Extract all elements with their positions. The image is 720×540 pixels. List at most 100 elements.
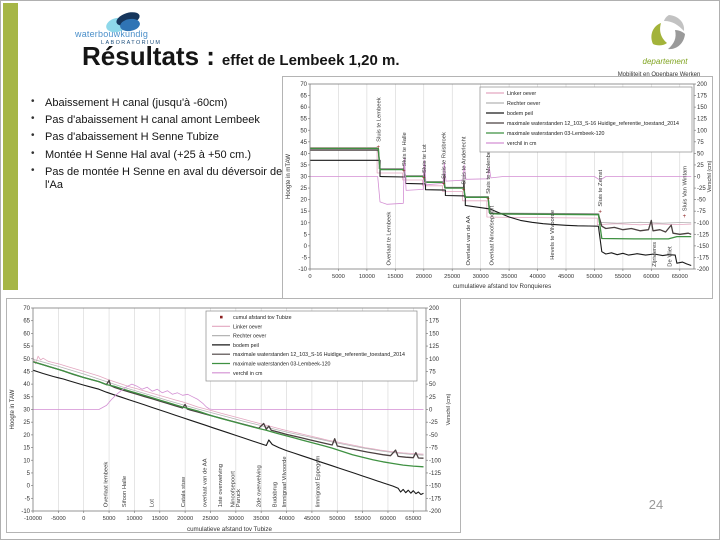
svg-text:40000: 40000 — [529, 274, 545, 280]
svg-text:Sifoon Halle: Sifoon Halle — [122, 476, 128, 507]
svg-text:Rechter oever: Rechter oever — [233, 334, 267, 340]
svg-text:50000: 50000 — [329, 516, 345, 522]
svg-text:Sluis te Zemst: Sluis te Zemst — [598, 169, 604, 206]
svg-text:20: 20 — [23, 433, 30, 439]
svg-text:30: 30 — [300, 175, 307, 181]
svg-text:maximale waterstanden 03-Lembe: maximale waterstanden 03-Lembeek-120 — [233, 362, 331, 368]
svg-text:overlaat van de AA: overlaat van de AA — [202, 458, 208, 507]
slide-accent-bar — [3, 3, 18, 290]
waterbouwkundig-logo: waterbouwkundig LABORATORIUM — [75, 29, 161, 46]
svg-text:15: 15 — [300, 209, 307, 215]
svg-text:10000: 10000 — [126, 516, 142, 522]
svg-text:maximale waterstanden 12_103_S: maximale waterstanden 12_103_S-16 Huidig… — [233, 352, 405, 358]
svg-text:+: + — [442, 182, 446, 188]
svg-text:-175: -175 — [697, 255, 710, 261]
svg-text:cumulatieve afstand tov Ronqui: cumulatieve afstand tov Ronquieres — [453, 283, 551, 290]
svg-text:-200: -200 — [429, 509, 442, 515]
svg-text:-25: -25 — [429, 420, 438, 426]
svg-text:bodem peil: bodem peil — [233, 343, 259, 349]
svg-text:Sluis te Lembeek: Sluis te Lembeek — [376, 97, 382, 142]
page-number: 24 — [648, 497, 664, 512]
title-main: Résultats : — [82, 41, 215, 71]
laboratorium-logo-text: LABORATORIUM — [101, 40, 162, 46]
svg-text:0: 0 — [82, 516, 85, 522]
svg-text:Zijrivieres: Zijrivieres — [652, 242, 658, 267]
svg-text:30: 30 — [23, 408, 30, 414]
bullet-list: Abaissement H canal (jusqu'à -60cm) Pas d… — [31, 96, 283, 196]
svg-text:verchil in cm: verchil in cm — [233, 371, 263, 377]
svg-text:-150: -150 — [429, 484, 442, 490]
bullet-item: Pas d'abaissement H canal amont Lembeek — [31, 113, 283, 127]
svg-text:-50: -50 — [429, 433, 438, 439]
svg-text:15000: 15000 — [387, 274, 403, 280]
title-subtitle: effet de Lembeek 1,20 m. — [221, 52, 400, 69]
svg-text:50000: 50000 — [586, 274, 602, 280]
svg-text:125: 125 — [697, 117, 708, 123]
svg-text:150: 150 — [697, 105, 708, 111]
bullet-item: Pas d'abaissement H Senne Tubize — [31, 130, 283, 144]
svg-text:maximale waterstanden 12_103_S: maximale waterstanden 12_103_S-16 Huidig… — [507, 121, 679, 127]
svg-text:maximale waterstanden 03-Lembe: maximale waterstanden 03-Lembeek-120 — [507, 131, 605, 137]
svg-text:15: 15 — [23, 446, 30, 452]
svg-text:100: 100 — [429, 357, 440, 363]
svg-text:70: 70 — [23, 306, 30, 312]
svg-text:65: 65 — [23, 319, 30, 325]
svg-text:150: 150 — [429, 331, 440, 337]
svg-text:35: 35 — [300, 163, 307, 169]
bullet-item: Montée H Senne Hal aval (+25 à +50 cm.) — [31, 148, 283, 162]
svg-text:Budabrug: Budabrug — [272, 482, 278, 507]
svg-text:Paruck: Paruck — [236, 489, 242, 507]
svg-text:bodem peil: bodem peil — [507, 111, 533, 117]
svg-text:Sluis te Molenbeek: Sluis te Molenbeek — [486, 145, 492, 194]
svg-text:+: + — [598, 210, 602, 216]
svg-text:Ninoofsepoort: Ninoofsepoort — [230, 471, 236, 507]
svg-text:5000: 5000 — [103, 516, 116, 522]
svg-text:40: 40 — [300, 151, 307, 157]
svg-text:200: 200 — [429, 306, 440, 312]
svg-text:-5000: -5000 — [51, 516, 66, 522]
svg-text:55000: 55000 — [355, 516, 371, 522]
svg-text:Sluis Van Wintam: Sluis Van Wintam — [682, 166, 688, 211]
svg-text:-75: -75 — [429, 446, 438, 452]
svg-text:-10000: -10000 — [24, 516, 42, 522]
svg-text:Catala stuw: Catala stuw — [181, 476, 187, 507]
svg-text:0: 0 — [304, 244, 308, 250]
svg-text:75: 75 — [697, 140, 704, 146]
svg-text:+: + — [683, 214, 687, 220]
svg-text:60000: 60000 — [380, 516, 396, 522]
svg-text:50: 50 — [23, 357, 30, 363]
svg-text:60: 60 — [300, 105, 307, 111]
waterbouwkundig-logo-icon — [106, 12, 140, 33]
svg-text:-175: -175 — [429, 496, 442, 502]
svg-text:45000: 45000 — [558, 274, 574, 280]
svg-text:Verschil (cm): Verschil (cm) — [446, 393, 452, 425]
svg-text:35: 35 — [23, 395, 30, 401]
svg-text:Sluis te Lot: Sluis te Lot — [422, 144, 428, 173]
svg-text:0: 0 — [429, 408, 433, 414]
svg-text:10: 10 — [23, 458, 30, 464]
svg-text:Rechter oever: Rechter oever — [507, 101, 541, 107]
svg-text:limnigraaf Vilvoorde: limnigraaf Vilvoorde — [282, 456, 288, 507]
svg-text:De Vliet: De Vliet — [668, 246, 674, 267]
svg-text:125: 125 — [429, 344, 440, 350]
svg-text:-5: -5 — [25, 496, 31, 502]
svg-text:Overlaat Ninoofsepoort: Overlaat Ninoofsepoort — [489, 206, 495, 266]
departement-logo-label: departement — [642, 57, 688, 66]
svg-text:-200: -200 — [697, 267, 710, 273]
svg-text:-50: -50 — [697, 198, 706, 204]
canal-chart: 0 5000 10000 15000 20000 25000 30000 35000 40000… — [282, 76, 713, 299]
svg-text:20: 20 — [300, 198, 307, 204]
svg-text:55000: 55000 — [615, 274, 631, 280]
page-title: Résultats : effet de Lembeek 1,20 m. — [82, 41, 400, 72]
svg-text:15000: 15000 — [152, 516, 168, 522]
svg-text:cumul afstand tov Tubize: cumul afstand tov Tubize — [233, 315, 292, 321]
svg-text:55: 55 — [23, 344, 30, 350]
svg-text:Sluis te Anderlecht: Sluis te Anderlecht — [462, 136, 468, 184]
svg-text:-75: -75 — [697, 209, 706, 215]
svg-text:30000: 30000 — [228, 516, 244, 522]
svg-text:Overlaat van de AA: Overlaat van de AA — [466, 215, 472, 265]
svg-text:10000: 10000 — [359, 274, 375, 280]
departement-logo-icon — [651, 15, 685, 50]
svg-text:0: 0 — [308, 274, 311, 280]
